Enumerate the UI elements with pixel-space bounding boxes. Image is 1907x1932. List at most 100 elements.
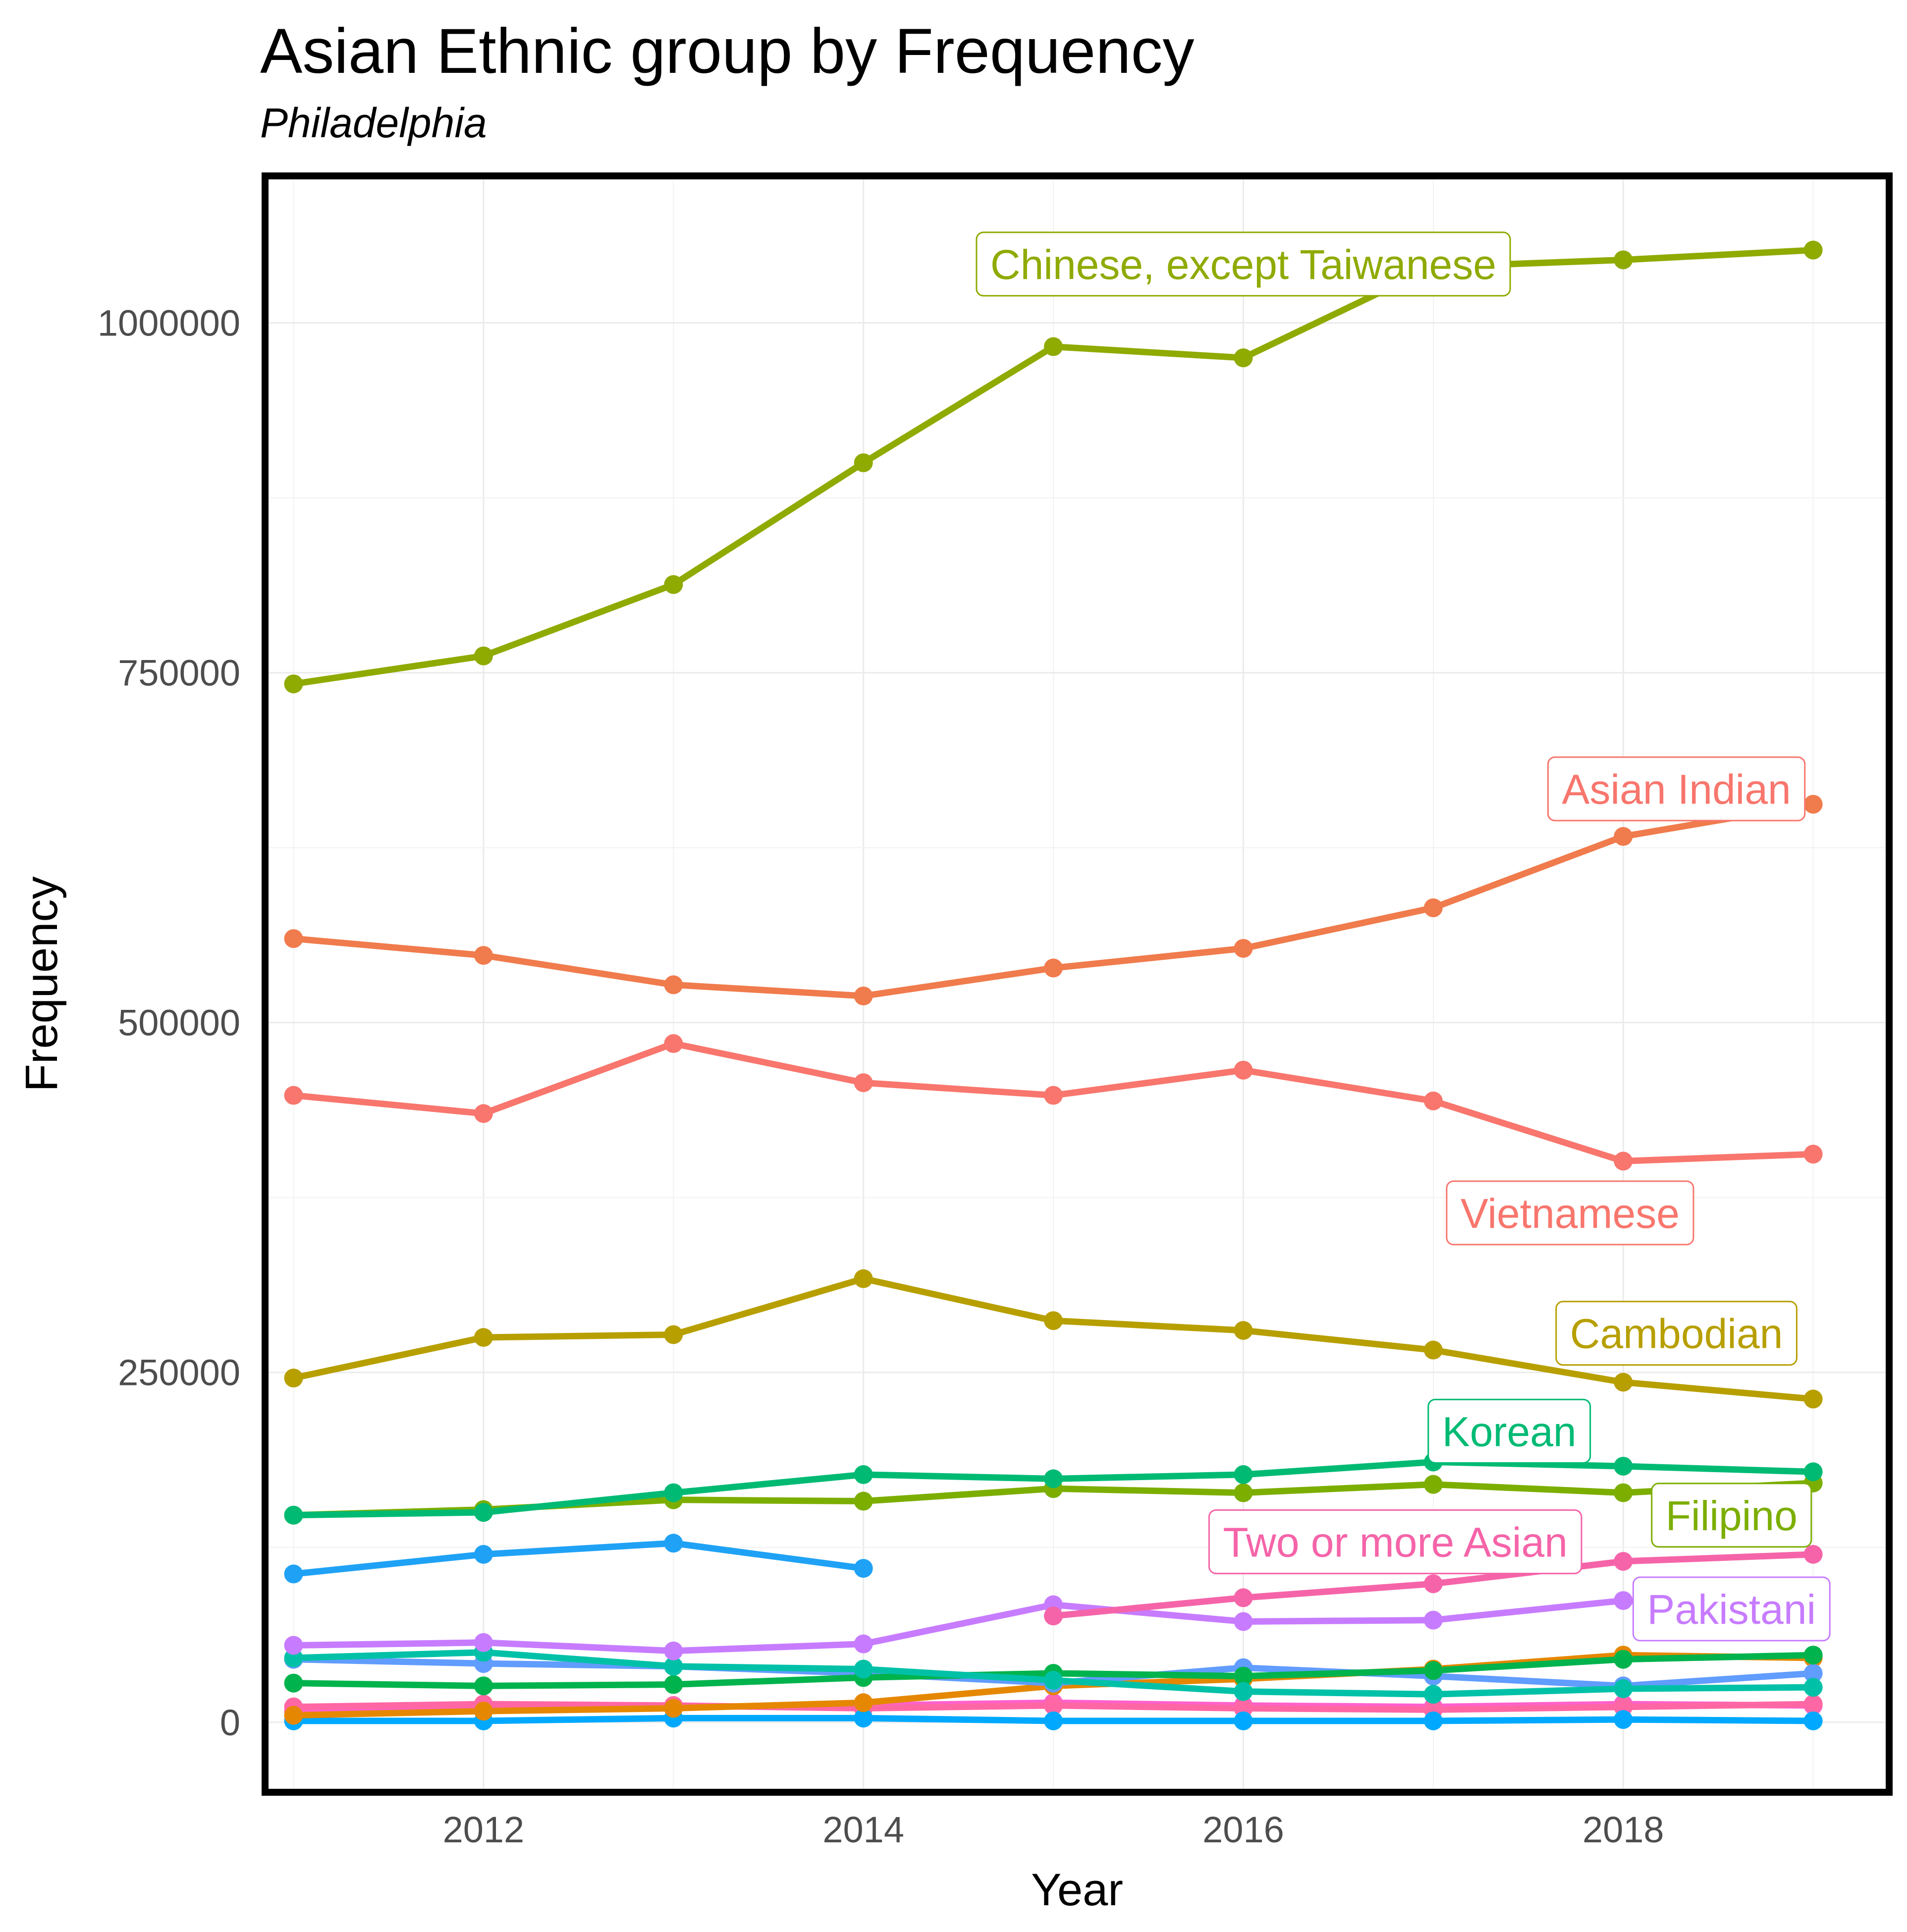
data-point <box>1614 827 1633 846</box>
x-tick-label: 2018 <box>1582 1809 1664 1850</box>
y-tick-label: 1000000 <box>98 303 240 344</box>
plot-panel-border <box>262 172 1893 1796</box>
series-label: Filipino <box>1651 1483 1812 1548</box>
data-point <box>1803 1462 1823 1482</box>
data-point <box>1234 1321 1253 1340</box>
data-point <box>1423 1574 1443 1594</box>
series-label-text: Filipino <box>1666 1492 1798 1539</box>
data-point <box>284 1369 303 1388</box>
data-point <box>1614 1650 1633 1669</box>
x-tick-label: 2014 <box>822 1809 904 1850</box>
x-tick-label: 2012 <box>443 1809 525 1850</box>
series-label-box <box>1208 1509 1582 1574</box>
data-point <box>474 1545 493 1564</box>
data-point <box>854 453 873 472</box>
series-label: Korean <box>1427 1398 1591 1464</box>
series-points <box>284 240 1823 1730</box>
data-point <box>1614 1552 1633 1571</box>
data-point <box>664 1656 683 1676</box>
series-label-text: Two or more Asian <box>1223 1519 1568 1565</box>
data-point <box>1234 1588 1253 1607</box>
y-axis-title: Frequency <box>16 877 67 1092</box>
series-label-text: Korean <box>1442 1408 1577 1455</box>
data-point <box>284 1564 303 1584</box>
data-point <box>1614 1591 1633 1610</box>
data-point <box>474 946 493 965</box>
data-point <box>854 1559 873 1578</box>
data-point <box>474 1328 493 1347</box>
series-line <box>290 1540 867 1577</box>
data-point <box>664 1675 683 1694</box>
data-point <box>854 1693 873 1712</box>
data-point <box>474 1104 493 1123</box>
data-point <box>1614 1679 1633 1699</box>
data-point <box>1044 1711 1063 1730</box>
data-point <box>284 1673 303 1693</box>
data-point <box>284 1086 303 1105</box>
data-point <box>854 1491 873 1511</box>
series-labels: Chinese, except Taiwanese Asian Indian Vie… <box>976 231 1831 1642</box>
data-point <box>1614 1152 1633 1171</box>
y-tick-label: 750000 <box>118 653 240 694</box>
series-label-box <box>1427 1398 1591 1464</box>
data-point <box>854 1073 873 1093</box>
tick-labels: 2012 2014 2016 2018 0 250000 500000 750000 10000… <box>98 303 1664 1850</box>
data-point <box>1044 1671 1063 1690</box>
series-label-text: Chinese, except Taiwanese <box>990 241 1496 288</box>
data-point <box>854 1709 873 1728</box>
data-point <box>664 1699 683 1718</box>
series-label-box <box>1555 1301 1798 1366</box>
data-point <box>854 1269 873 1288</box>
data-point <box>284 1636 303 1655</box>
series-label: Pakistani <box>1632 1576 1831 1642</box>
data-point <box>1423 1711 1443 1730</box>
y-tick-label: 0 <box>220 1702 240 1743</box>
data-point <box>1234 1060 1253 1080</box>
y-tick-label: 500000 <box>118 1002 240 1044</box>
series-label: Two or more Asian <box>1208 1509 1582 1574</box>
data-point <box>1803 1545 1823 1564</box>
data-point <box>854 1659 873 1679</box>
series-label-box <box>1547 756 1806 822</box>
series-label-text: Pakistani <box>1647 1586 1816 1633</box>
data-point <box>1234 1612 1253 1631</box>
data-point <box>1234 1682 1253 1701</box>
x-tick-label: 2016 <box>1202 1809 1284 1850</box>
data-point <box>1803 1711 1823 1730</box>
series-label: Cambodian <box>1555 1301 1798 1366</box>
data-point <box>1614 1373 1633 1392</box>
data-point <box>1044 1606 1063 1626</box>
data-point <box>664 975 683 994</box>
data-point <box>1423 1091 1443 1110</box>
data-point <box>1803 1646 1823 1665</box>
data-point <box>1803 1695 1823 1714</box>
x-axis-title: Year <box>1031 1865 1123 1915</box>
data-point <box>1423 1610 1443 1630</box>
data-point <box>474 1702 493 1721</box>
data-point <box>664 575 683 594</box>
data-point <box>1423 1340 1443 1360</box>
data-point <box>664 1483 683 1502</box>
data-point <box>854 987 873 1006</box>
data-point <box>1423 1685 1443 1704</box>
data-point <box>854 1465 873 1484</box>
series-label: Asian Indian <box>1547 756 1806 822</box>
data-point <box>1803 1663 1823 1683</box>
data-point <box>1614 1456 1633 1476</box>
data-point <box>1044 1311 1063 1330</box>
series-label-text: Asian Indian <box>1562 766 1791 813</box>
chart-subtitle: Philadelphia <box>260 100 487 146</box>
y-tick-label: 250000 <box>118 1352 240 1393</box>
series-label-text: Cambodian <box>1570 1311 1783 1357</box>
data-point <box>474 1503 493 1522</box>
data-point <box>1803 795 1823 814</box>
data-point <box>1803 1145 1823 1164</box>
data-point <box>1803 1389 1823 1409</box>
data-point <box>1044 1086 1063 1105</box>
data-point <box>1614 250 1633 270</box>
data-point <box>284 674 303 694</box>
series-label-box <box>1632 1576 1831 1642</box>
data-point <box>1044 1469 1063 1489</box>
series-label: Chinese, except Taiwanese <box>976 231 1511 297</box>
